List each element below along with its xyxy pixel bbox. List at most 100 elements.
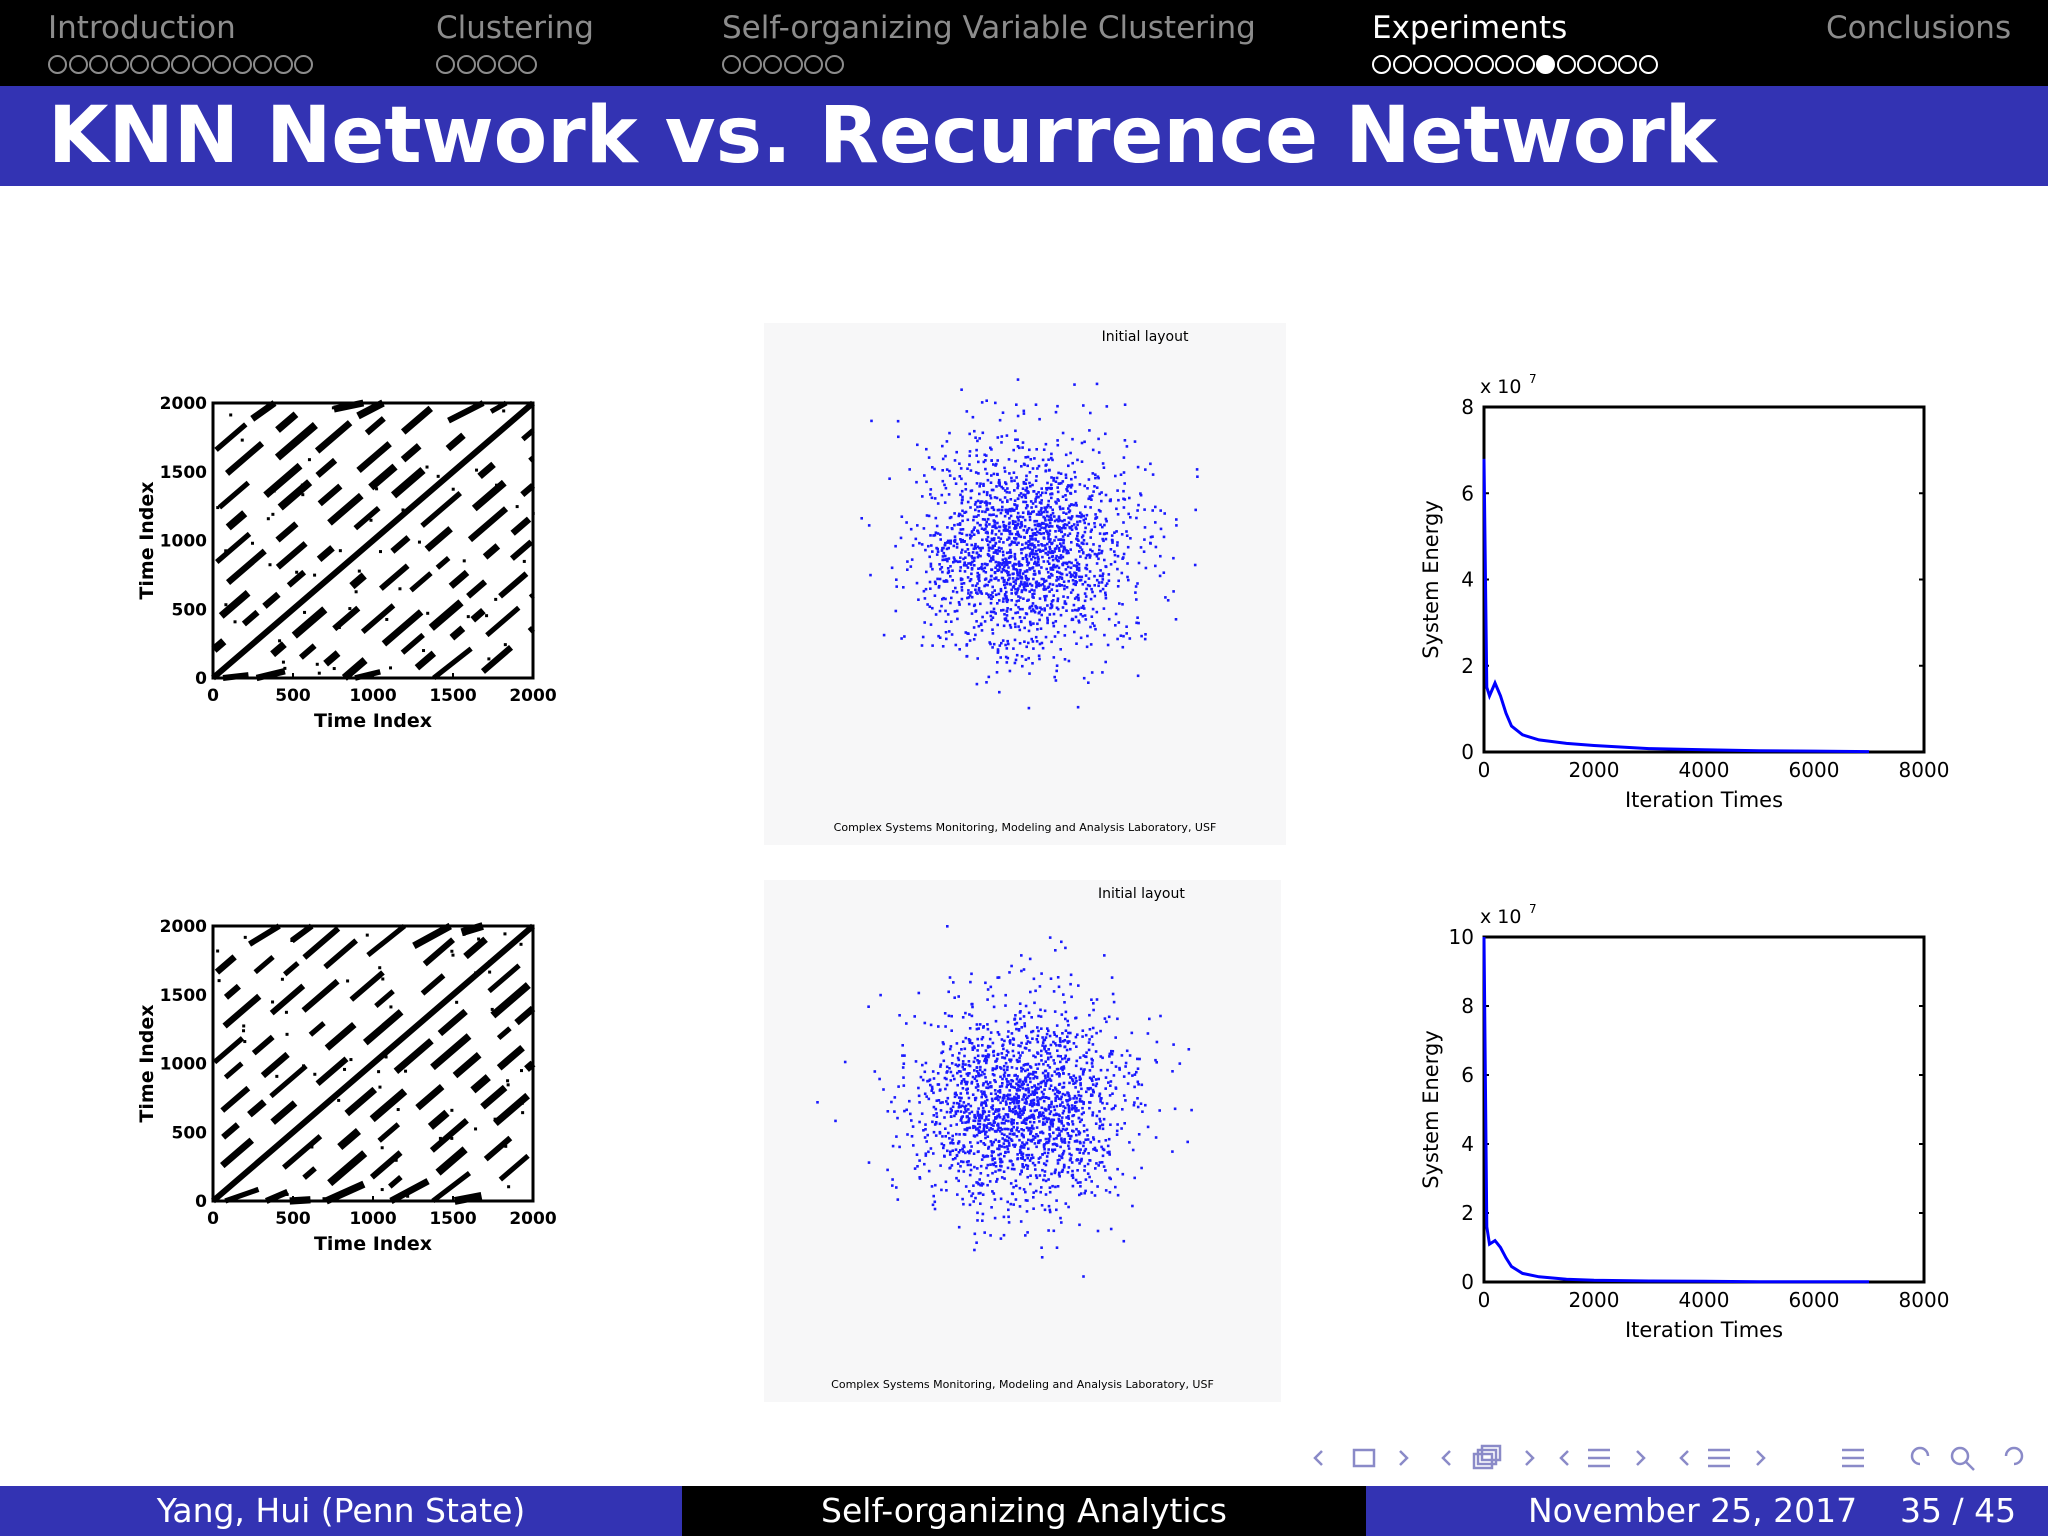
recurrence-segment [250,400,277,422]
layout-node [1120,1127,1123,1130]
layout-node [1070,541,1073,544]
frame-dot[interactable] [456,54,476,74]
frame-dot[interactable] [1618,54,1637,74]
layout-credit: Complex Systems Monitoring, Modeling and… [831,1378,1214,1391]
layout-node [1019,526,1022,529]
layout-node [910,1135,914,1138]
frame-dot[interactable] [212,54,231,74]
layout-node [1053,550,1056,553]
frame-dot[interactable] [1372,54,1391,74]
recurrence-segment [349,572,367,590]
frame-dot[interactable] [783,54,803,74]
layout-node [1084,505,1087,509]
frame-dot[interactable] [171,54,190,74]
layout-node [1002,1047,1005,1051]
nav-section-label[interactable]: Clustering [436,10,594,46]
layout-node [1093,624,1096,628]
layout-node [1036,1096,1039,1099]
frame-dot[interactable] [1638,54,1658,74]
frame-dot[interactable] [742,54,762,74]
layout-node [982,528,986,531]
frame-dot[interactable] [824,54,844,74]
frame-dot[interactable] [518,54,537,74]
nav-section-clustering[interactable]: Clustering [436,8,594,76]
layout-node [1026,1167,1029,1170]
frame-dot[interactable] [804,54,823,74]
frame-dot[interactable] [763,54,782,74]
frame-dot[interactable] [273,54,293,74]
layout-node [1065,1060,1068,1064]
layout-node [1056,524,1059,528]
layout-node [1037,1139,1040,1143]
current-frame-dot[interactable] [1536,54,1555,74]
layout-node [1058,1171,1061,1175]
layout-node [1013,1133,1016,1136]
layout-node [1059,472,1063,475]
layout-node [1003,470,1007,473]
frame-dot[interactable] [130,54,149,74]
frame-dot[interactable] [294,54,313,74]
frame-dot[interactable] [1556,54,1576,74]
layout-node [966,548,970,551]
frame-dot[interactable] [1495,54,1514,74]
layout-node [990,1154,993,1157]
frame-dot[interactable] [1433,54,1453,74]
layout-node [1111,1092,1114,1095]
frame-dot[interactable] [497,54,517,74]
layout-node [1008,507,1012,511]
layout-node [1020,495,1024,499]
frame-dot[interactable] [253,54,272,74]
layout-node [927,1097,931,1101]
frame-dot[interactable] [1577,54,1596,74]
beamer-navigation-controls[interactable] [1312,1440,2032,1476]
layout-node [1004,1119,1008,1122]
frame-dot[interactable] [68,54,88,74]
frame-dot[interactable] [436,54,455,74]
layout-node [1068,1152,1071,1156]
layout-node [937,634,940,638]
frame-dot[interactable] [1413,54,1432,74]
layout-node [1078,1131,1082,1135]
nav-section-label[interactable]: Experiments [1372,10,1568,46]
nav-section-introduction[interactable]: Introduction [48,8,313,76]
layout-node [1061,562,1064,566]
frame-dot[interactable] [1515,54,1535,74]
layout-node [1008,529,1012,533]
layout-node [1006,1147,1010,1151]
nav-section-experiments[interactable]: Experiments [1372,8,1658,76]
frame-dot[interactable] [477,54,496,74]
layout-node [970,489,974,492]
frame-dot[interactable] [1454,54,1473,74]
frame-dot[interactable] [89,54,108,74]
frame-dot[interactable] [109,54,129,74]
frame-dot[interactable] [1392,54,1412,74]
layout-node [979,590,983,593]
nav-section-conclusions[interactable]: Conclusions [1826,8,2011,48]
frame-dot[interactable] [48,54,67,74]
section-nav-control-2 [1679,1448,1766,1468]
layout-node [942,1059,946,1063]
nav-section-label[interactable]: Self-organizing Variable Clustering [722,10,1256,46]
layout-node [1000,641,1003,645]
layout-node [989,513,993,517]
frame-dot[interactable] [1474,54,1494,74]
layout-node [990,531,994,535]
layout-node [977,553,980,557]
frame-dot[interactable] [191,54,211,74]
frame-dot[interactable] [150,54,170,74]
nav-section-label[interactable]: Conclusions [1826,10,2012,46]
nav-section-label[interactable]: Introduction [48,10,236,46]
layout-node [1056,490,1060,494]
recurrence-segment [509,539,534,561]
layout-node [958,1104,961,1108]
layout-node [1053,539,1056,542]
frame-dot[interactable] [722,54,741,74]
layout-node [1015,476,1018,479]
layout-node [1062,1149,1066,1153]
frame-dot[interactable] [232,54,252,74]
layout-node [1107,1137,1111,1141]
frame-dot[interactable] [1597,54,1617,74]
nav-section-self-organizing-variable-clustering[interactable]: Self-organizing Variable Clustering [722,8,1256,76]
layout-node [948,474,952,477]
layout-node [1032,596,1035,599]
